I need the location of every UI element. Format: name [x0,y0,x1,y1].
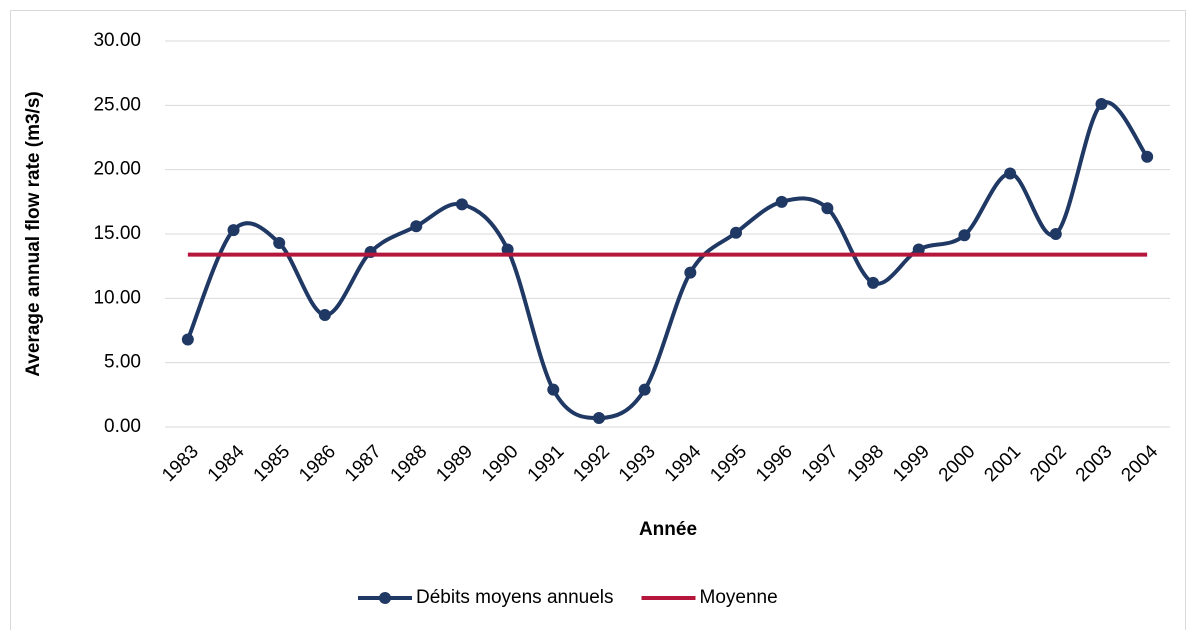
data-point [1049,228,1062,240]
data-point [592,411,605,424]
y-tick-label: 30.00 [93,30,141,51]
data-point [775,195,788,208]
data-point [912,243,925,256]
data-point [867,276,880,289]
data-point [638,383,651,396]
data-point [1095,98,1108,111]
data-point [821,202,834,215]
chart-frame [10,10,1186,630]
data-point [1141,150,1154,163]
legend-marker [379,592,391,604]
data-point [227,224,240,237]
data-point [455,198,468,211]
x-axis-title: Année [639,519,697,540]
y-tick-label: 10.00 [93,287,141,308]
data-point [958,229,971,242]
y-tick-label: 20.00 [93,159,141,180]
data-point [730,226,743,239]
data-point [684,266,697,279]
y-axis-title: Average annual flow rate (m3/s) [23,91,44,376]
data-point [181,333,194,346]
y-tick-label: 0.00 [104,416,141,437]
legend-label: Moyenne [700,587,778,608]
legend-label: Débits moyens annuels [416,587,614,608]
data-point [318,309,331,322]
data-point [410,220,423,233]
y-tick-label: 25.00 [93,94,141,115]
y-tick-label: 5.00 [104,352,141,373]
data-point [1004,167,1017,180]
y-tick-label: 15.00 [93,223,141,244]
data-point [273,237,286,250]
data-point [547,383,560,396]
data-point [501,243,514,256]
